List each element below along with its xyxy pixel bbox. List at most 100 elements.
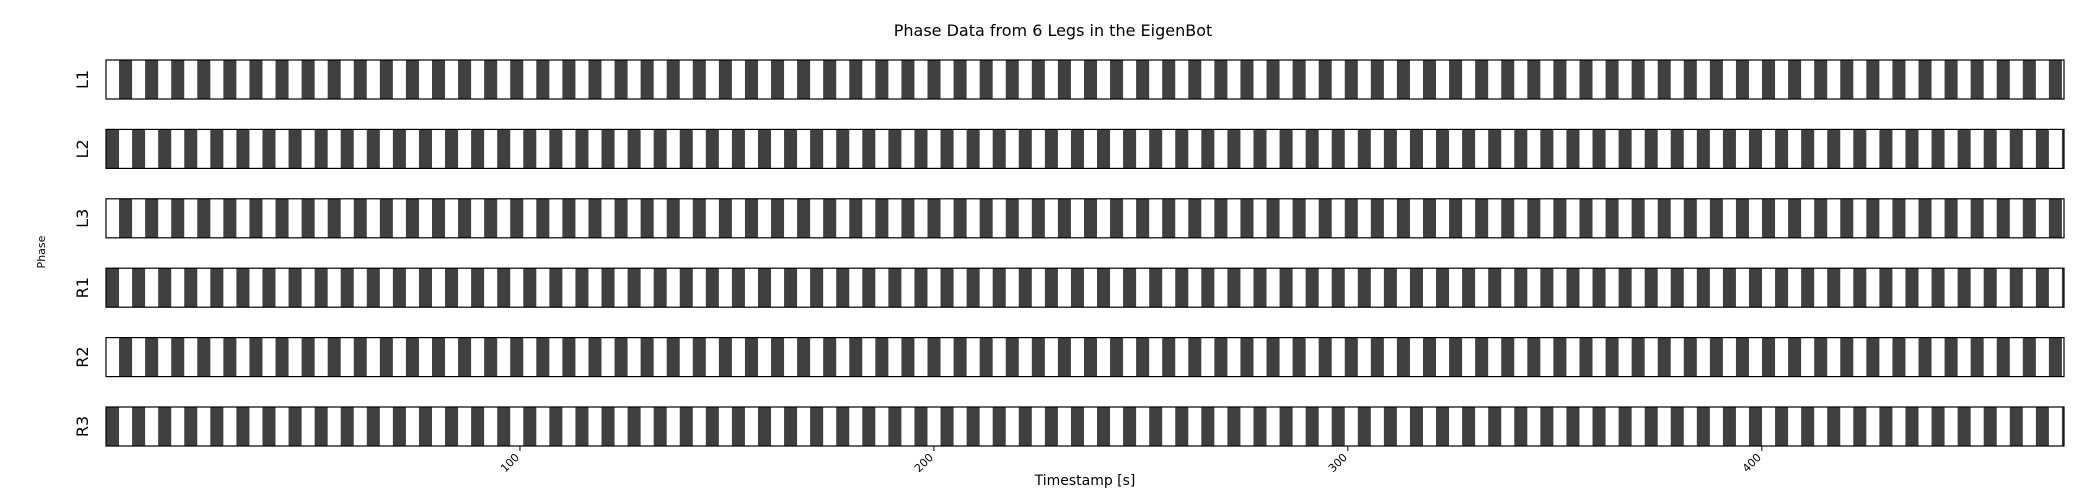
stance-bar	[1683, 198, 1697, 238]
stance-bar	[1370, 337, 1384, 377]
stance-bar	[1683, 337, 1697, 377]
stance-bar	[601, 407, 615, 446]
stance-bar	[784, 407, 798, 446]
stance-bar	[1762, 60, 1776, 99]
stance-bar	[119, 198, 133, 238]
stance-bar	[1136, 60, 1150, 99]
stance-bar	[1957, 129, 1971, 169]
stance-bar	[1722, 129, 1736, 169]
stance-bar	[601, 268, 615, 308]
stance-bar	[1266, 198, 1280, 238]
stance-bar	[1097, 268, 1111, 308]
stance-bar	[1149, 129, 1163, 169]
stance-bar	[862, 407, 876, 446]
stance-bar	[1240, 60, 1254, 99]
stance-bar	[1814, 337, 1828, 377]
stance-bar	[1540, 407, 1554, 446]
stance-bar	[510, 60, 524, 99]
stance-bar	[1853, 129, 1867, 169]
stance-bar	[1488, 129, 1502, 169]
stance-bar	[262, 407, 276, 446]
stance-bar	[1970, 60, 1984, 99]
stance-bar	[836, 129, 850, 169]
stance-bar	[849, 60, 863, 99]
stance-bar	[1827, 268, 1841, 308]
stance-bar	[927, 198, 941, 238]
stance-bar	[979, 198, 993, 238]
stance-bar	[692, 198, 706, 238]
stance-bar	[497, 268, 511, 308]
stance-bar	[1827, 407, 1841, 446]
stance-bar	[1501, 60, 1515, 99]
stance-bar	[1605, 198, 1619, 238]
leg-row-background	[106, 129, 2064, 169]
stance-bar	[2022, 337, 2036, 377]
stance-bar	[692, 60, 706, 99]
stance-bar	[1253, 129, 1267, 169]
stance-bar	[1292, 60, 1306, 99]
stance-bar	[953, 198, 967, 238]
stance-bar	[862, 129, 876, 169]
leg-label-l2: L2	[73, 139, 92, 158]
stance-bar	[523, 268, 537, 308]
leg-label-r1: R1	[73, 277, 92, 298]
stance-bar	[927, 60, 941, 99]
stance-bar	[1748, 407, 1763, 446]
stance-bar	[1592, 407, 1606, 446]
stance-bar	[549, 268, 563, 308]
stance-bar	[497, 129, 511, 169]
stance-bar	[1514, 268, 1528, 308]
stance-bar	[210, 407, 224, 446]
stance-bar	[1110, 198, 1124, 238]
stance-bar	[797, 337, 811, 377]
stance-bar	[1709, 337, 1723, 377]
stance-bar	[1814, 198, 1828, 238]
stance-bar	[1540, 268, 1554, 308]
stance-bar	[171, 198, 185, 238]
stance-bar	[106, 129, 120, 169]
stance-bar	[171, 60, 185, 99]
stance-bar	[2048, 337, 2062, 377]
stance-bar	[718, 337, 732, 377]
x-tick-label: 400	[1740, 451, 1764, 475]
stance-bar	[1853, 268, 1867, 308]
stance-bar	[1462, 129, 1476, 169]
stance-bar	[1696, 407, 1710, 446]
leg-row-r2: R2	[73, 337, 2065, 378]
stance-bar	[119, 337, 133, 377]
stance-bar	[823, 60, 837, 99]
stance-bar	[1240, 198, 1254, 238]
stance-bar	[940, 268, 954, 308]
stance-bar	[1188, 198, 1202, 238]
stance-bar	[1292, 198, 1306, 238]
stance-bar	[1005, 337, 1019, 377]
stance-bar	[731, 129, 745, 169]
stance-bar	[1931, 129, 1945, 169]
leg-row-l3: L3	[73, 198, 2065, 239]
stance-bar	[353, 198, 367, 238]
stance-bar	[2061, 268, 2064, 308]
stance-bar	[966, 407, 980, 446]
stance-bar	[1944, 60, 1958, 99]
stance-bar	[1305, 407, 1319, 446]
stance-bar	[1892, 60, 1906, 99]
stance-bar	[1057, 198, 1071, 238]
stance-bar	[2009, 129, 2023, 169]
stance-bar	[536, 198, 550, 238]
stance-bar	[1162, 198, 1176, 238]
stance-bar	[314, 407, 328, 446]
stance-bar	[1762, 337, 1776, 377]
stance-bar	[1305, 129, 1319, 169]
stance-bar	[575, 129, 589, 169]
stance-bar	[875, 60, 889, 99]
stance-bar	[1775, 129, 1789, 169]
stance-bar	[549, 407, 563, 446]
stance-bar	[1553, 60, 1567, 99]
stance-bar	[301, 60, 315, 99]
stance-bar	[197, 60, 211, 99]
stance-bar	[471, 129, 485, 169]
stance-bar	[1501, 337, 1515, 377]
stance-bar	[458, 337, 472, 377]
stance-bar	[1722, 407, 1736, 446]
stance-bar	[1188, 60, 1202, 99]
